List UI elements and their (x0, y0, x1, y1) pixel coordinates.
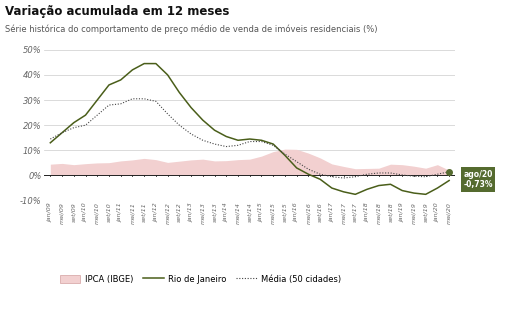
Text: ago/20
-0,73%: ago/20 -0,73% (463, 169, 493, 189)
Text: Série histórica do comportamento de preço médio de venda de imóveis residenciais: Série histórica do comportamento de preç… (5, 24, 378, 34)
Text: Variação acumulada em 12 meses: Variação acumulada em 12 meses (5, 5, 230, 18)
Legend: IPCA (IBGE), Rio de Janeiro, Média (50 cidades): IPCA (IBGE), Rio de Janeiro, Média (50 c… (56, 271, 345, 287)
